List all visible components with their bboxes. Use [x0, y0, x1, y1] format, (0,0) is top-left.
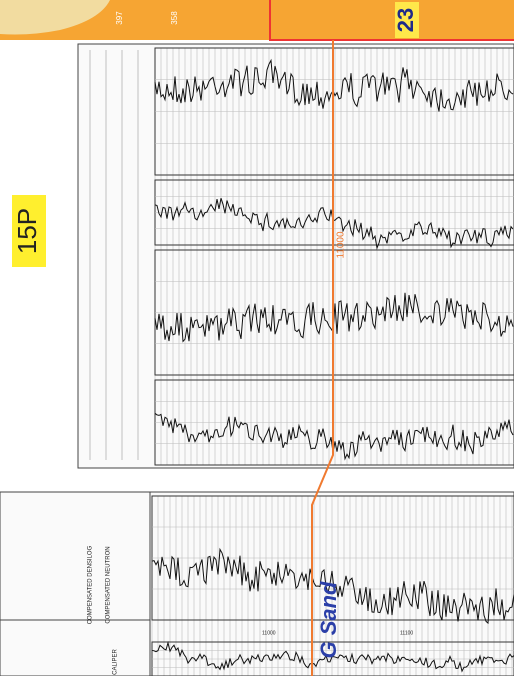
zone-label: G Sand: [316, 581, 341, 659]
lower-grid: [0, 492, 514, 676]
well-label: 15P: [12, 208, 42, 254]
log-header: COMPENSATED NEUTRON: [106, 546, 112, 623]
map-label: 358: [170, 11, 179, 25]
depth-marker: 11000: [336, 231, 347, 259]
log-curve: [151, 547, 514, 625]
label-box: [395, 2, 419, 38]
label-box: [12, 195, 46, 267]
log-header: COMPENSATED DENSILOG: [88, 545, 94, 624]
correlation-line: [311, 40, 334, 676]
map-outline: [269, 0, 514, 41]
map-area: [0, 0, 110, 35]
depth-label: 11000: [262, 630, 276, 636]
depth-label: 11100: [400, 630, 413, 636]
well-label: 23: [393, 8, 418, 32]
map-label: 397: [115, 11, 124, 25]
upper-log: [77, 43, 514, 469]
log-header: CALIPER: [113, 649, 119, 675]
upper-grid: [89, 47, 514, 466]
log-curve: [151, 640, 514, 673]
